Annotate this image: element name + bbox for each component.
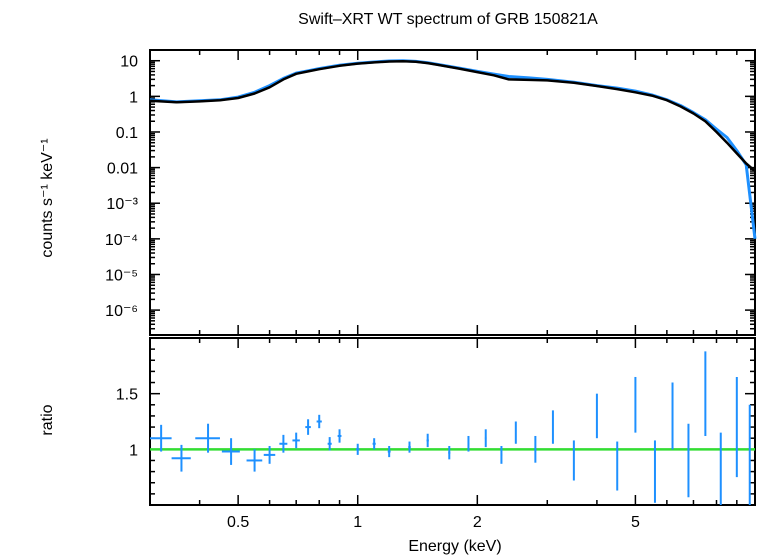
- x-tick-label: 5: [631, 514, 640, 531]
- spectrum-panel: 10 1 0.1 0.01 10⁻³ 10⁻⁴ 10⁻⁵ 10⁻⁶: [105, 49, 757, 336]
- spectrum-y-tick-label: 0.1: [116, 125, 138, 142]
- ratio-y-tick-label: 1.5: [116, 387, 138, 404]
- ratio-y-tick-label: 1: [129, 442, 138, 459]
- spectrum-y-axis-label: counts s⁻¹ keV⁻¹: [39, 138, 56, 257]
- spectrum-y-tick-label: 1: [129, 89, 138, 106]
- x-tick-label: 1: [353, 514, 362, 531]
- ratio-panel: 0.5 1 2 5 1 1.5: [116, 50, 756, 531]
- x-tick-label: 2: [473, 514, 482, 531]
- spectrum-y-tick-label: 10⁻³: [106, 196, 138, 213]
- spectrum-y-tick-label: 0.01: [107, 161, 138, 178]
- data-line: [149, 59, 757, 239]
- x-tick-label: 0.5: [227, 514, 249, 531]
- ratio-y-axis-label: ratio: [39, 404, 56, 435]
- model-line: [149, 59, 756, 173]
- x-axis-label: Energy (keV): [408, 538, 501, 555]
- spectrum-y-tick-label: 10: [120, 54, 138, 71]
- chart-title: Swift–XRT WT spectrum of GRB 150821A: [298, 11, 598, 28]
- spectrum-y-tick-label: 10⁻⁴: [105, 232, 138, 249]
- spectrum-frame: [149, 49, 756, 336]
- spectrum-y-tick-label: 10⁻⁵: [105, 267, 138, 284]
- spectrum-y-tick-label: 10⁻⁶: [105, 303, 138, 320]
- ratio-frame: [149, 337, 756, 506]
